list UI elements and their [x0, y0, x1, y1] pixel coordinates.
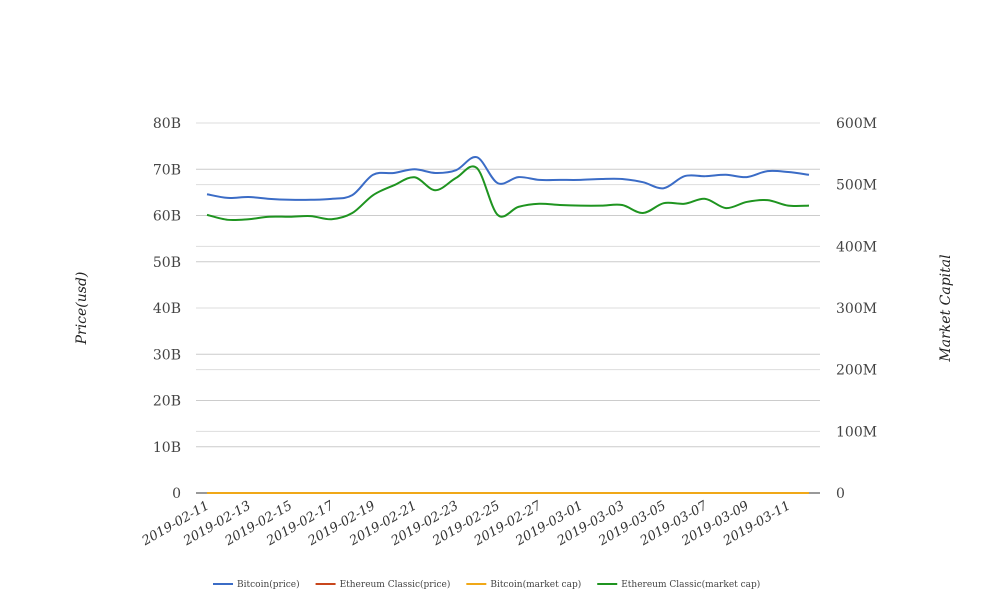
series-line-0: [206, 156, 810, 201]
y-left-tick-label: 70B: [153, 162, 181, 178]
y-left-tick-label: 80B: [153, 116, 181, 132]
y-left-axis-label: Price(usd): [74, 272, 90, 346]
y-right-tick-label: 500M: [836, 178, 877, 194]
y-right-tick-label: 200M: [836, 363, 877, 379]
series-line-3: [206, 165, 810, 222]
y-left-tick-label: 60B: [153, 209, 181, 225]
y-right-tick-label: 400M: [836, 239, 877, 255]
y-right-axis-label: Market Capital: [938, 254, 954, 362]
legend-label: Ethereum Classic(price): [340, 579, 451, 590]
y-left-tick-label: 40B: [153, 301, 181, 317]
y-right-tick-label: 0: [836, 486, 845, 502]
y-left-tick-label: 10B: [153, 440, 181, 456]
legend-label: Bitcoin(price): [237, 579, 300, 590]
legend-label: Ethereum Classic(market cap): [621, 579, 760, 590]
y-left-tick-label: 30B: [153, 347, 181, 363]
legend-label: Bitcoin(market cap): [490, 579, 581, 590]
y-right-tick-label: 600M: [836, 116, 877, 132]
y-right-tick-label: 100M: [836, 424, 877, 440]
y-left-tick-label: 20B: [153, 394, 181, 410]
y-left-tick-label: 50B: [153, 255, 181, 271]
y-right-tick-label: 300M: [836, 301, 877, 317]
y-left-tick-label: 0: [172, 486, 181, 502]
